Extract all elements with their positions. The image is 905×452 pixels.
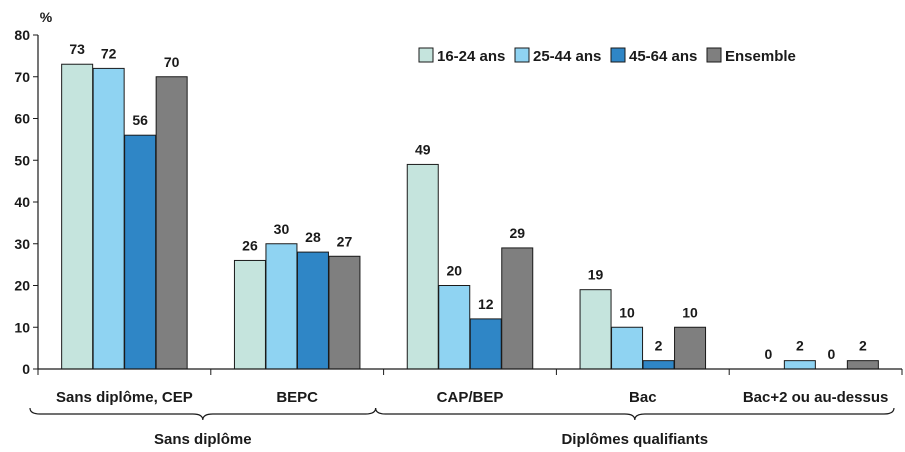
- y-tick-label: 30: [14, 236, 30, 252]
- data-label: 2: [859, 338, 867, 354]
- bar-16-24-ans-sans-diplome-cep: [61, 63, 94, 370]
- data-label: 26: [242, 237, 258, 253]
- data-label: 10: [682, 304, 698, 320]
- data-label: 2: [655, 338, 663, 354]
- bars-layer: [61, 63, 879, 370]
- data-label: 12: [478, 296, 494, 312]
- y-tick-label: 80: [14, 27, 30, 43]
- group-label: Sans diplôme: [154, 431, 252, 448]
- bar-ensemble-sans-diplome-cep: [155, 76, 188, 370]
- y-axis: 0 10 20 30 40 50 60 70 80: [14, 27, 39, 377]
- data-label: 30: [274, 221, 290, 237]
- bar-16-24-ans-bepc: [233, 259, 266, 370]
- data-label: 10: [619, 304, 635, 320]
- legend: 16-24 ans 25-44 ans 45-64 ans Ensemble: [418, 47, 796, 65]
- x-category-label: CAP/BEP: [437, 389, 504, 406]
- x-category-label: Bac+2 ou au-dessus: [743, 389, 888, 406]
- y-tick-label: 40: [14, 194, 30, 210]
- y-tick-label: 20: [14, 278, 30, 294]
- data-label: 20: [446, 263, 462, 279]
- data-label: 49: [415, 141, 431, 157]
- data-label: 70: [164, 54, 180, 70]
- bar-45-64-ans-bepc: [296, 251, 329, 370]
- bar-25-44-ans-bac-2-ou-au-dessus: [783, 360, 816, 370]
- x-category-label: Sans diplôme, CEP: [56, 389, 193, 406]
- legend-swatch: [418, 47, 434, 63]
- bar-25-44-ans-cap-bep: [438, 285, 471, 370]
- data-label: 29: [509, 225, 525, 241]
- bar-ensemble-cap-bep: [501, 247, 534, 370]
- legend-swatch: [706, 47, 722, 63]
- bar-25-44-ans-bepc: [265, 243, 298, 370]
- group-brace: [375, 407, 895, 421]
- legend-label: 45-64 ans: [629, 48, 697, 65]
- bar-45-64-ans-sans-diplome-cep: [124, 134, 157, 370]
- y-tick-label: 10: [14, 319, 30, 335]
- legend-swatch: [514, 47, 530, 63]
- data-label: 0: [764, 346, 772, 362]
- y-tick-label: 70: [14, 69, 30, 85]
- bar-25-44-ans-sans-diplome-cep: [92, 67, 125, 370]
- legend-label: 16-24 ans: [437, 48, 505, 65]
- x-category-label: Bac: [629, 389, 657, 406]
- y-tick-label: 50: [14, 152, 30, 168]
- bar-45-64-ans-cap-bep: [469, 318, 502, 370]
- data-label: 27: [337, 233, 353, 249]
- group-brace: [29, 407, 377, 421]
- bar-16-24-ans-bac: [579, 289, 612, 370]
- group-label: Diplômes qualifiants: [561, 431, 708, 448]
- x-axis: Sans diplôme, CEP BEPC CAP/BEP Bac Bac+2 ou …: [37, 368, 903, 406]
- bar-ensemble-bac: [674, 326, 707, 370]
- x-category-label: BEPC: [276, 389, 318, 406]
- bar-ensemble-bepc: [328, 255, 361, 370]
- data-label: 73: [69, 41, 85, 57]
- y-tick-label: 60: [14, 111, 30, 127]
- bar-45-64-ans-bac: [642, 360, 675, 370]
- category-groups: Sans diplôme Diplômes qualifiants: [29, 407, 895, 448]
- data-label: 28: [305, 229, 321, 245]
- bar-25-44-ans-bac: [611, 326, 644, 370]
- data-label: 0: [827, 346, 835, 362]
- y-axis-unit-label: %: [40, 9, 53, 25]
- data-label: 2: [796, 338, 804, 354]
- data-label: 56: [132, 112, 148, 128]
- legend-label: Ensemble: [725, 48, 796, 65]
- bar-ensemble-bac-2-ou-au-dessus: [846, 360, 879, 370]
- bar-16-24-ans-cap-bep: [406, 163, 439, 370]
- data-label: 19: [588, 267, 604, 283]
- legend-label: 25-44 ans: [533, 48, 601, 65]
- legend-swatch: [610, 47, 626, 63]
- data-label: 72: [101, 45, 117, 61]
- y-tick-label: 0: [22, 361, 30, 377]
